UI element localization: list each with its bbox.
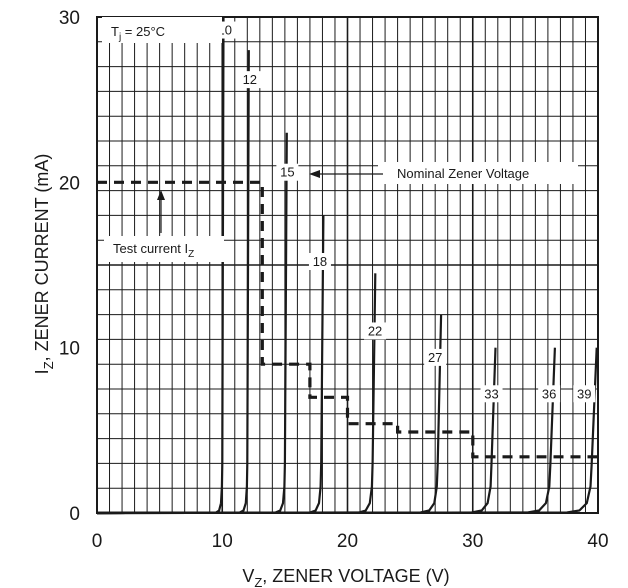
y-tick-label: 30 [59,8,80,29]
zener-curve-22 [96,273,377,515]
curve-label-bg [276,163,299,181]
curve-label-12: 12 [243,72,257,87]
curve-label-36: 36 [542,386,556,401]
test-current-curve [97,180,598,459]
curve-label-18: 18 [313,254,327,269]
zener-curve-12 [96,50,250,515]
curve-label-39: 39 [577,386,591,401]
y-tick-label: 10 [59,339,80,360]
tick-labels: 0 10 20 30 40 0 10 20 30 [59,8,609,552]
test-current-label-bg [104,236,224,262]
y-axis-title: IZ, ZENER CURRENT (mA) [32,154,56,375]
curve-label-15: 15 [280,165,294,180]
curve-label-33: 33 [484,386,498,401]
curve-label-27: 27 [428,350,442,365]
curve-label-22: 22 [368,323,382,338]
junction-temp-label: Tj = 25°C [111,24,165,43]
curve-label-bg [364,322,387,340]
x-tick-label: 30 [462,531,483,552]
curve-label-bg [480,385,503,403]
nominal-arrowhead [309,170,320,178]
x-tick-label: 0 [92,531,103,552]
curve-label-bg [538,385,561,403]
test-current-dashed-line [97,180,598,459]
zener-curves [96,16,598,515]
curve-label-bg [424,348,447,366]
x-axis-title: VZ, ZENER VOLTAGE (V) [242,566,449,588]
zener-curve-39 [96,347,598,515]
curve-label-bg [238,71,261,89]
nominal-zener-voltage-label: Nominal Zener Voltage [397,166,529,181]
grid [97,17,598,513]
condition-bg [102,17,222,43]
curve-label-bg [573,385,596,403]
zener-curve-15 [96,132,288,515]
x-tick-label: 40 [587,531,608,552]
test-current-arrowhead [157,190,165,200]
curve-label-bg [308,253,331,270]
y-tick-label: 20 [59,173,80,194]
x-tick-label: 10 [212,531,233,552]
y-tick-label: 0 [69,504,80,525]
x-tick-label: 20 [337,531,358,552]
nominal-label-bg [378,162,578,184]
test-current-label: Test current IZ [113,241,194,260]
